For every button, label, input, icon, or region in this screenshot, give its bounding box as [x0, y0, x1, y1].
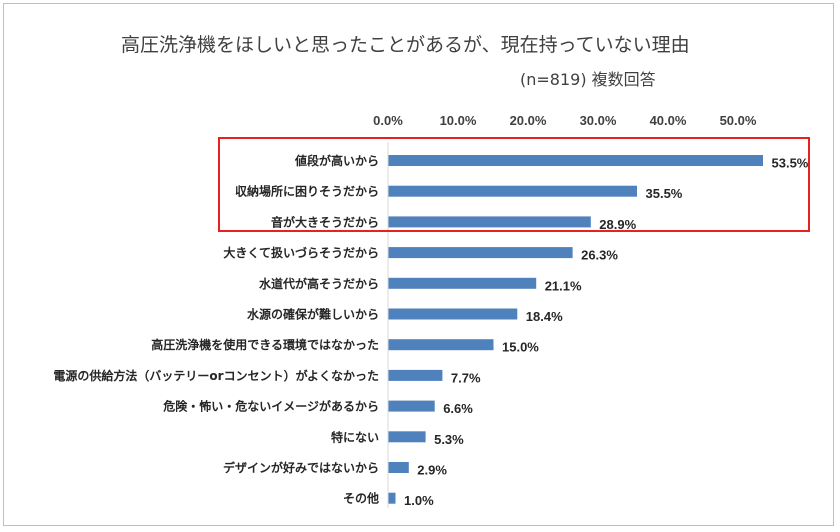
bar	[388, 339, 494, 351]
category-label: 水道代が高そうだから	[259, 276, 379, 291]
bar	[388, 308, 518, 320]
bar	[388, 431, 426, 443]
x-tick-label: 10.0%	[440, 113, 477, 128]
data-label: 5.3%	[434, 432, 464, 447]
data-label: 26.3%	[581, 248, 618, 263]
category-label: 値段が高いから	[294, 153, 379, 168]
x-tick-label: 0.0%	[373, 113, 403, 128]
data-label: 28.9%	[599, 217, 636, 232]
category-label: 電源の供給方法（バッテリーorコンセント）がよくなかった	[53, 368, 379, 383]
category-labels: 値段が高いから収納場所に困りそうだから音が大きそうだから大きくて扱いづらそうだか…	[53, 153, 379, 506]
category-label: その他	[343, 491, 379, 506]
bar	[388, 247, 573, 259]
bar	[388, 216, 591, 228]
value-labels: 53.5% 35.5% 28.9% 26.3% 21.1% 18.4% 15.0% 7.7% 6…	[404, 156, 809, 509]
x-tick-label: 20.0%	[510, 113, 547, 128]
data-label: 35.5%	[646, 186, 683, 201]
data-label: 1.0%	[404, 493, 434, 508]
category-label: デザインが好みではないから	[223, 460, 379, 475]
category-label: 特にない	[331, 429, 379, 444]
category-label: 音が大きそうだから	[271, 214, 379, 229]
x-tick-label: 40.0%	[650, 113, 687, 128]
category-label: 危険・怖い・危ないイメージがあるから	[162, 399, 379, 414]
x-axis-tick-labels: 0.0% 10.0% 20.0% 30.0% 40.0% 50.0%	[373, 113, 757, 128]
data-label: 7.7%	[451, 370, 481, 385]
data-label: 2.9%	[417, 463, 447, 478]
bar	[388, 277, 537, 289]
category-label: 水源の確保が難しいから	[247, 307, 379, 322]
bar	[388, 492, 396, 504]
bars	[388, 155, 763, 504]
bar	[388, 369, 443, 381]
bar	[388, 400, 435, 412]
category-label: 収納場所に困りそうだから	[235, 184, 379, 199]
bar	[388, 155, 763, 166]
category-label: 大きくて扱いづらそうだから	[223, 245, 379, 260]
bar	[388, 462, 409, 473]
x-tick-label: 30.0%	[580, 113, 617, 128]
data-label: 6.6%	[443, 401, 473, 416]
data-label: 18.4%	[526, 309, 563, 324]
category-label: 高圧洗浄機を使用できる環境ではなかった	[151, 337, 379, 352]
chart-subtitle: (n=819) 複数回答	[520, 70, 656, 89]
x-tick-label: 50.0%	[720, 113, 757, 128]
data-label: 21.1%	[545, 278, 582, 293]
highlight-box	[218, 137, 810, 232]
data-label: 15.0%	[502, 340, 539, 355]
bar	[388, 185, 637, 197]
data-label: 53.5%	[772, 156, 809, 171]
chart-title: 高圧洗浄機をほしいと思ったことがあるが、現在持っていない理由	[121, 34, 690, 56]
